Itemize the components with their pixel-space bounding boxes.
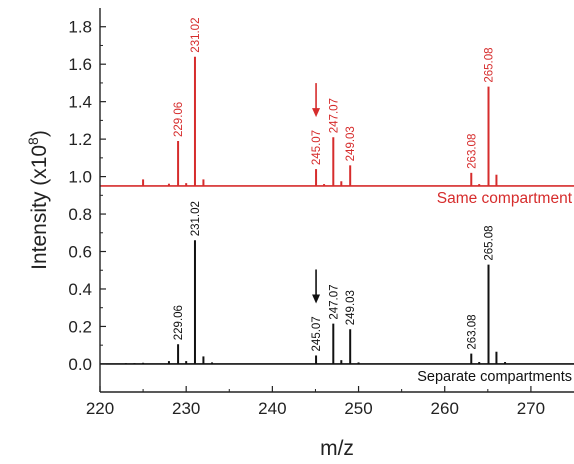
arrow-marker — [312, 269, 321, 304]
y-axis-title-exponent: 8 — [25, 137, 41, 145]
peak-label: 265.08 — [484, 225, 496, 260]
peak-label: 249.03 — [345, 126, 357, 161]
peak-label: 249.03 — [345, 290, 357, 325]
peak-label: 245.07 — [311, 130, 323, 165]
peak-label: 265.08 — [484, 47, 496, 82]
x-axis-title: m/z — [320, 437, 354, 460]
y-tick-label: 0.8 — [68, 205, 92, 224]
peak-label: 229.06 — [173, 102, 185, 137]
arrow-head — [312, 108, 321, 118]
arrow-head — [312, 294, 321, 304]
axes: 0.0 0.2 0.4 0.6 0.8 1.0 1.2 1.4 1.6 1.8 220 230 240 2… — [68, 8, 574, 418]
peak-label: 245.07 — [311, 316, 323, 351]
y-axis-title-main: Intensity (x10 — [28, 145, 51, 270]
series-name-label: Same compartment — [437, 190, 573, 207]
y-tick-label: 1.2 — [68, 130, 92, 149]
peak-label: 263.08 — [466, 314, 478, 349]
y-tick-label: 1.8 — [68, 18, 92, 37]
y-tick-label: 0.0 — [68, 355, 92, 374]
x-tick-label: 270 — [517, 399, 545, 418]
y-axis-title: Intensity (x108) — [25, 130, 51, 270]
y-tick-label: 0.6 — [68, 243, 92, 262]
peak-label: 263.08 — [466, 134, 478, 169]
x-tick-label: 260 — [431, 399, 459, 418]
x-tick-label: 220 — [86, 399, 114, 418]
series-name-label: Separate compartments — [417, 369, 572, 385]
y-tick-label: 0.4 — [68, 280, 92, 299]
peak-label: 247.07 — [328, 98, 340, 133]
peak-label: 231.02 — [190, 201, 202, 236]
peak-label: 229.06 — [173, 305, 185, 340]
peak-label: 231.02 — [190, 18, 202, 53]
x-tick-label: 240 — [258, 399, 286, 418]
y-axis-title-close: ) — [28, 130, 51, 137]
peak-label: 247.07 — [328, 284, 340, 319]
plot-area: 229.06 231.02 245.07 247.07 249.03 263.08 265.… — [100, 18, 574, 385]
x-tick-label: 230 — [172, 399, 200, 418]
y-tick-label: 1.6 — [68, 55, 92, 74]
y-tick-label: 0.2 — [68, 317, 92, 336]
y-tick-label: 1.0 — [68, 168, 92, 187]
x-tick-label: 250 — [344, 399, 372, 418]
y-tick-label: 1.4 — [68, 93, 92, 112]
arrow-marker — [312, 83, 321, 118]
